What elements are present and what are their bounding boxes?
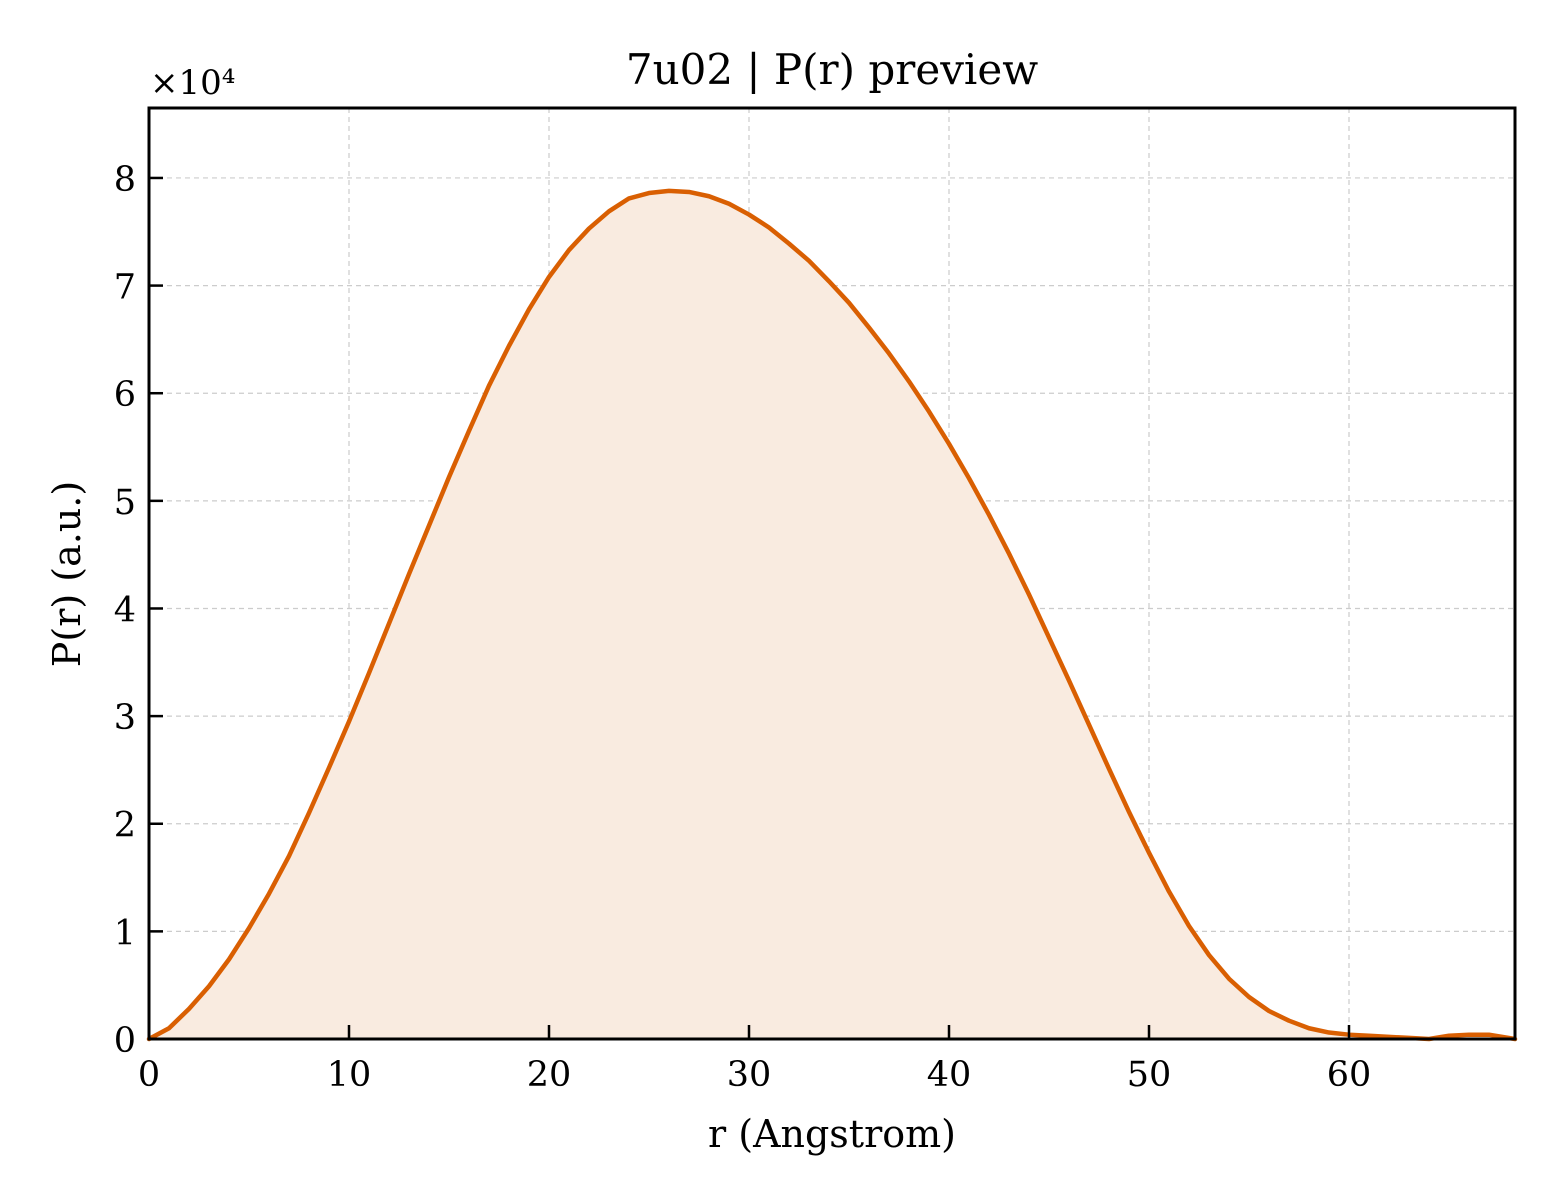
y-tick-label: 4: [114, 590, 136, 630]
y-axis-label: P(r) (a.u.): [45, 481, 89, 667]
axis-ticks: 0 10 20 30 40 50 60 0 1 2 3 4 5 6 7 8: [114, 160, 1372, 1095]
x-tick-label: 50: [1127, 1055, 1172, 1095]
x-tick-label: 20: [527, 1055, 572, 1095]
y-tick-label: 1: [114, 913, 136, 953]
pr-series-line: [146, 188, 1518, 1042]
x-tick-label: 40: [927, 1055, 972, 1095]
pr-area-fill: [149, 190, 1515, 1039]
x-tick-label: 10: [327, 1055, 372, 1095]
x-tick-label: 0: [138, 1055, 160, 1095]
x-tick-label: 60: [1327, 1055, 1372, 1095]
y-tick-label: 6: [114, 375, 136, 415]
y-tick-label: 2: [114, 806, 136, 846]
y-tick-label: 8: [114, 160, 136, 200]
chart-title: 7u02 | P(r) preview: [626, 45, 1038, 94]
y-tick-label: 3: [114, 698, 136, 738]
plot-frame: [147, 106, 1517, 1041]
y-tick-label: 0: [114, 1021, 136, 1061]
x-tick-label: 30: [727, 1055, 772, 1095]
y-multiplier-label: ×10⁴: [150, 63, 235, 103]
x-axis-label: r (Angstrom): [708, 1112, 956, 1156]
y-tick-label: 5: [114, 483, 136, 523]
y-tick-label: 7: [114, 268, 136, 308]
